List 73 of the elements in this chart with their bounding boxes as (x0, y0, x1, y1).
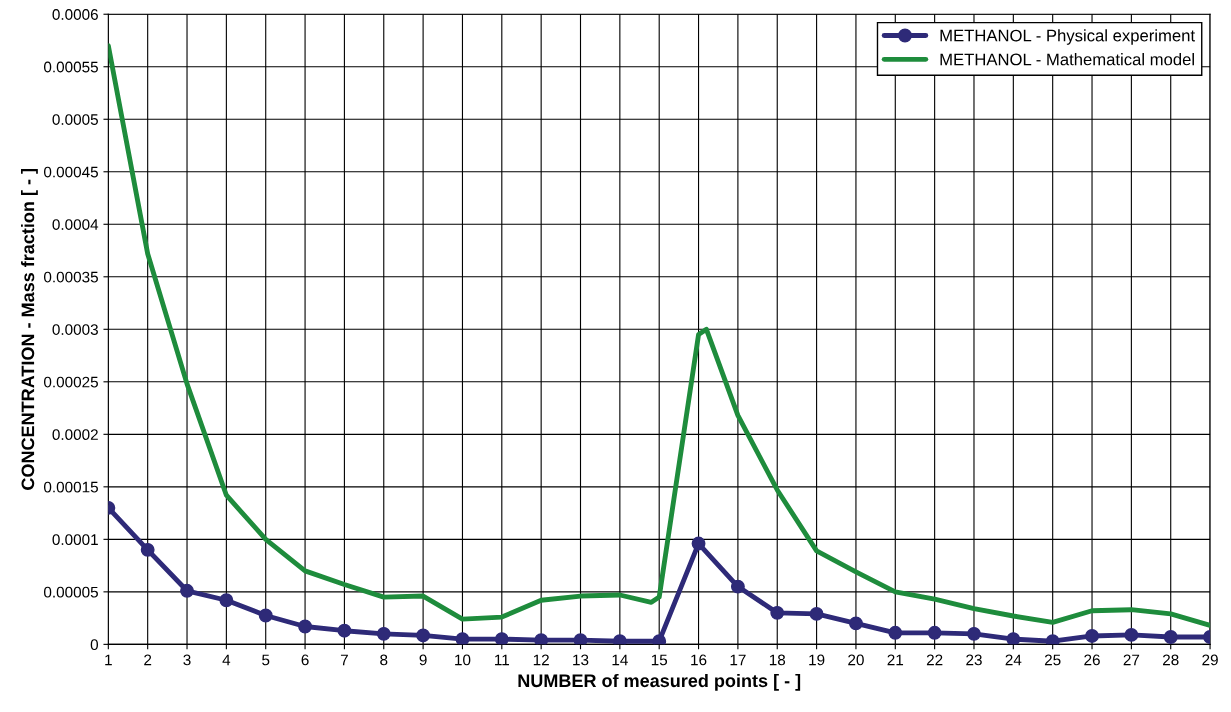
y-tick-label: 0.00025 (43, 376, 98, 388)
x-tick-label: 5 (262, 654, 270, 666)
x-tick-label: 14 (612, 654, 628, 666)
y-tick-label: 0.0001 (52, 534, 98, 546)
point (1163, 630, 1178, 644)
point (691, 536, 706, 551)
point (455, 632, 470, 645)
point (534, 633, 549, 645)
x-tick-label: 12 (533, 654, 549, 666)
point (612, 634, 627, 645)
point (652, 634, 667, 645)
y-tick-label: 0.0006 (52, 9, 98, 20)
x-tick-label: 8 (380, 654, 388, 666)
point (219, 593, 234, 608)
y-tick-label: 0.00015 (43, 481, 98, 493)
x-tick-label: 26 (1084, 654, 1100, 666)
x-tick-label: 17 (730, 654, 746, 666)
y-tick-label: 0.0003 (52, 324, 98, 335)
x-tick-label: 24 (1005, 654, 1022, 666)
y-tick-label: 0.00055 (43, 61, 98, 73)
point (848, 616, 863, 631)
x-tick-label: 16 (691, 654, 707, 666)
x-tick-label: 19 (809, 654, 825, 666)
point (337, 623, 352, 638)
point (180, 583, 194, 598)
point (1045, 634, 1060, 645)
y-tick-label: 0.0004 (52, 219, 99, 230)
point (967, 626, 981, 641)
point (258, 608, 273, 623)
point (1006, 632, 1021, 645)
x-tick-label: 7 (340, 654, 348, 666)
x-tick-label: 20 (848, 654, 864, 666)
y-tick-label: 0.0002 (52, 429, 98, 441)
point (1124, 627, 1139, 642)
point (298, 619, 313, 634)
point (376, 626, 391, 641)
point (730, 579, 745, 594)
y-tick-label: 0.0005 (52, 114, 98, 125)
point (809, 606, 824, 621)
x-tick-label: 4 (222, 654, 231, 666)
x-tick-label: 10 (455, 654, 471, 666)
x-tick-label: 6 (301, 654, 309, 666)
x-tick-label: 18 (769, 654, 786, 666)
point (888, 625, 903, 640)
x-tick-label: 2 (144, 654, 152, 666)
x-tick-label: 9 (419, 654, 427, 666)
point (927, 625, 942, 640)
point (140, 542, 155, 557)
point (494, 632, 509, 645)
point (573, 633, 588, 645)
x-tick-label: 21 (887, 654, 904, 666)
legend-label: METHANOL - Mathematical model (940, 53, 1194, 66)
x-tick-label: 15 (651, 654, 668, 666)
y-tick-label: 0 (90, 639, 99, 651)
x-tick-label: 23 (966, 654, 982, 666)
y-tick-label: 0.00035 (43, 271, 98, 283)
x-tick-label: 11 (495, 654, 509, 666)
x-tick-label: 25 (1044, 654, 1061, 666)
point (416, 628, 431, 643)
y-tick-label: 0.00045 (43, 166, 98, 178)
x-tick-label: 13 (573, 654, 589, 666)
x-tick-label: 29 (1202, 654, 1218, 666)
x-tick-label: 28 (1163, 654, 1179, 666)
y-tick-label: 0.00005 (43, 586, 98, 598)
x-tick-label: 1 (105, 654, 112, 666)
x-tick-label: 22 (926, 654, 943, 666)
x-tick-label: 27 (1123, 654, 1140, 666)
x-tick-label: 3 (183, 654, 191, 666)
y-axis-title: CONCENTRATION - Mass fraction [ - ] (21, 168, 38, 490)
x-axis-title: NUMBER of measured points [ - ] (518, 673, 801, 691)
point (770, 605, 785, 620)
legend-label: METHANOL - Physical experiment (940, 29, 1195, 45)
point (1085, 629, 1099, 643)
